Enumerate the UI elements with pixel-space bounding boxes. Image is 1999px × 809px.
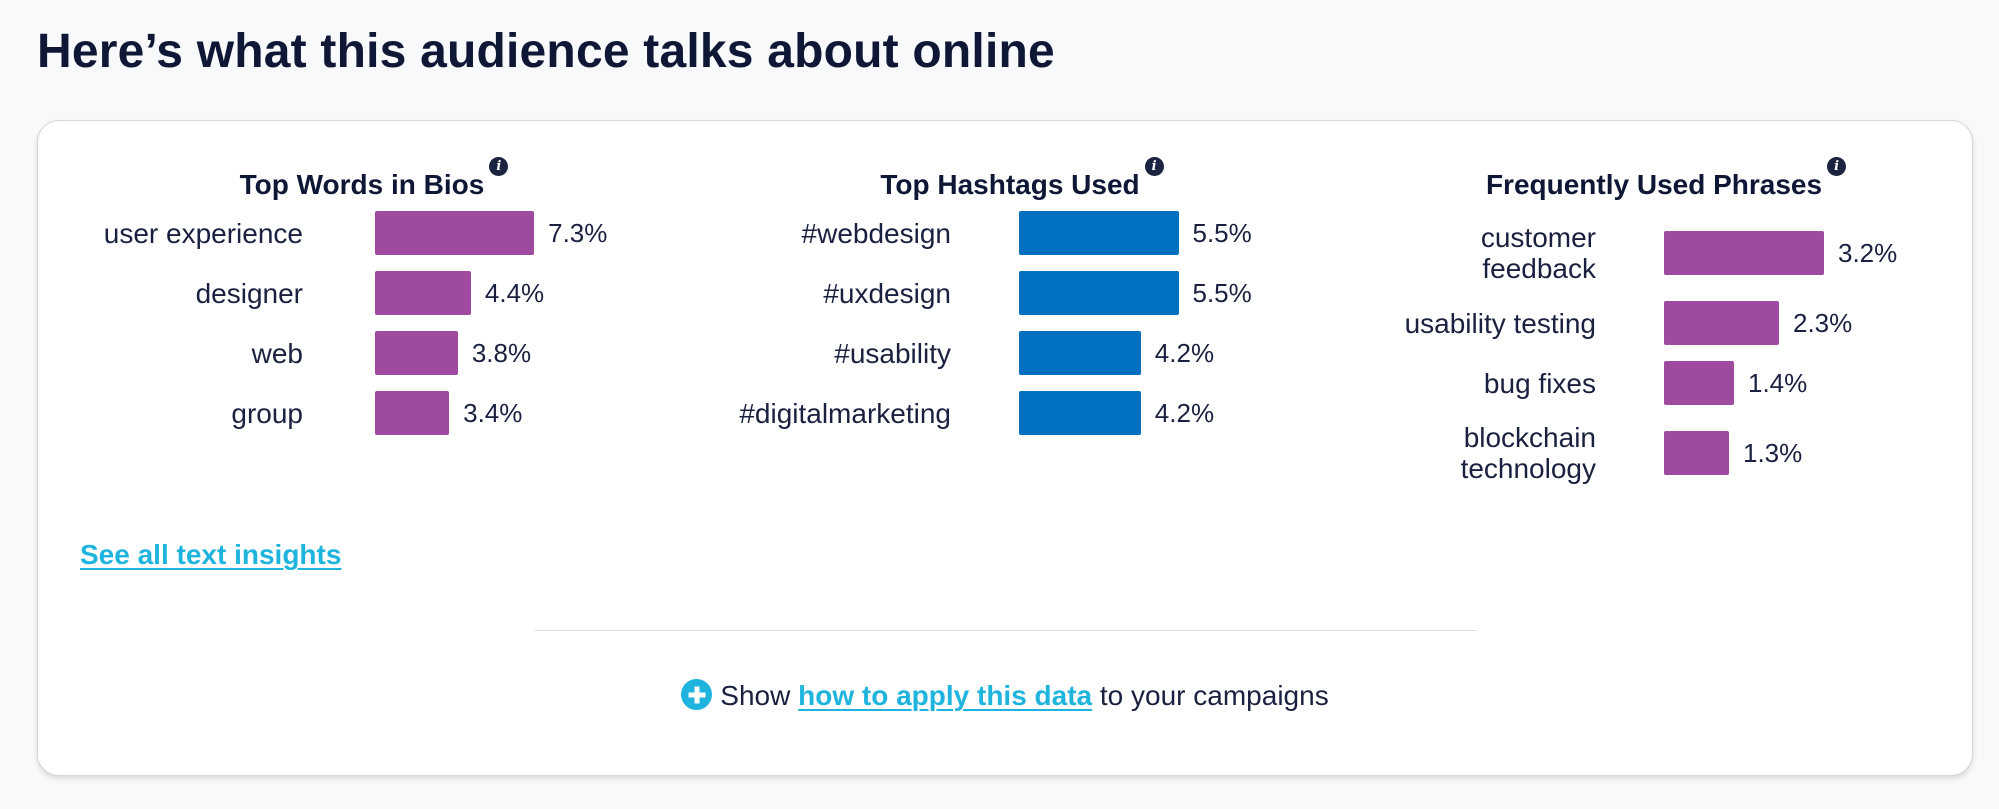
info-icon[interactable]: i xyxy=(1827,157,1847,176)
bar-row: #usability 4.2% xyxy=(686,331,1334,375)
bar-value: 3.4% xyxy=(463,398,523,428)
bar xyxy=(375,331,458,375)
text-insights-card: Top Words in Bios i user experience 7.3% d… xyxy=(37,120,1973,776)
bar xyxy=(1664,361,1734,405)
bar-label: #digitalmarketing xyxy=(739,397,951,429)
bar-value: 1.4% xyxy=(1748,368,1808,398)
info-icon[interactable]: i xyxy=(489,157,509,176)
bar-row: group 3.4% xyxy=(38,391,686,435)
bar xyxy=(1664,231,1824,275)
panel-title: Top Hashtags Used xyxy=(880,169,1140,200)
bar xyxy=(1664,301,1779,345)
bar-value: 5.5% xyxy=(1192,218,1252,248)
bar-row: #webdesign 5.5% xyxy=(686,211,1334,255)
bar-row: customer feedback 3.2% xyxy=(1334,222,1974,284)
bar-label: #webdesign xyxy=(801,217,951,249)
bar-value: 2.3% xyxy=(1793,308,1853,338)
bar xyxy=(375,271,471,315)
page-title: Here’s what this audience talks about on… xyxy=(37,25,1055,78)
see-all-text-insights-link[interactable]: See all text insights xyxy=(80,539,342,570)
bar-value: 3.2% xyxy=(1838,238,1898,268)
bar-label: designer xyxy=(195,277,303,309)
bar-value: 4.2% xyxy=(1154,338,1215,368)
bar-label: user experience xyxy=(103,217,303,249)
bar-label: group xyxy=(231,397,303,429)
bar-value: 4.2% xyxy=(1154,398,1215,428)
divider xyxy=(535,630,1477,631)
panel-title: Frequently Used Phrases xyxy=(1485,169,1823,200)
bar-label: #uxdesign xyxy=(823,277,951,309)
bar-label: customer feedback xyxy=(1480,222,1596,284)
panel-title: Top Words in Bios xyxy=(239,169,485,200)
bar xyxy=(375,391,450,435)
bar-row: blockchain technology 1.3% xyxy=(1334,422,1974,484)
bar xyxy=(375,211,535,255)
bar-label: blockchain technology xyxy=(1460,422,1596,484)
bar-value: 4.4% xyxy=(484,278,545,308)
bar-label: #usability xyxy=(834,337,951,369)
bar xyxy=(1664,431,1729,475)
footer-suffix: to your campaigns xyxy=(1099,680,1329,711)
bar-row: user experience 7.3% xyxy=(38,211,686,255)
bar-value: 5.5% xyxy=(1192,278,1252,308)
bar-label: bug fixes xyxy=(1483,367,1596,399)
plus-circle-icon[interactable] xyxy=(681,679,713,710)
footer-prefix: Show xyxy=(720,680,791,711)
bar-value: 7.3% xyxy=(548,218,608,248)
bar-row: #digitalmarketing 4.2% xyxy=(686,391,1334,435)
bar xyxy=(1019,391,1141,435)
bar xyxy=(1019,271,1179,315)
bar xyxy=(1019,211,1179,255)
bar-label: web xyxy=(251,337,303,369)
apply-data-footer: Show how to apply this data to your camp… xyxy=(38,679,1972,712)
bar-value: 3.8% xyxy=(471,338,532,368)
bar-value: 1.3% xyxy=(1743,438,1803,468)
info-icon[interactable]: i xyxy=(1144,157,1164,176)
bar-row: usability testing 2.3% xyxy=(1334,301,1974,345)
bar-row: #uxdesign 5.5% xyxy=(686,271,1334,315)
bar xyxy=(1019,331,1141,375)
bar-row: designer 4.4% xyxy=(38,271,686,315)
bar-row: bug fixes 1.4% xyxy=(1334,361,1974,405)
how-to-apply-link[interactable]: how to apply this data xyxy=(798,680,1093,711)
bar-label: usability testing xyxy=(1404,307,1596,339)
bar-row: web 3.8% xyxy=(38,331,686,375)
